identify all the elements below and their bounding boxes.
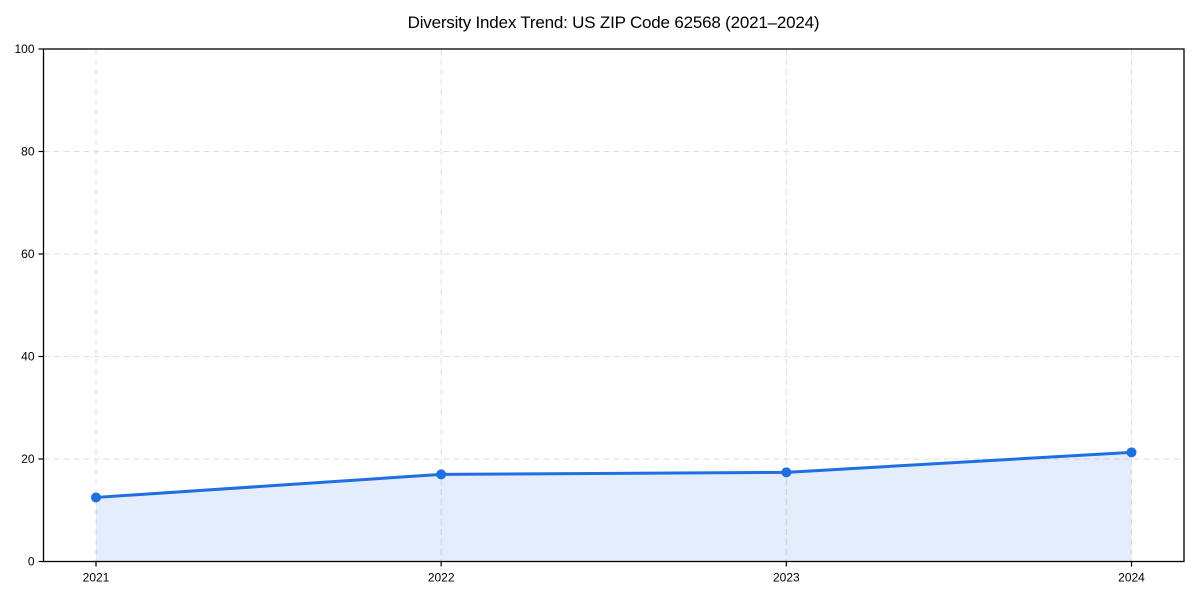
y-tick-label: 20 xyxy=(21,452,35,466)
y-tick-label: 40 xyxy=(21,350,35,364)
y-tick-label: 0 xyxy=(28,555,35,569)
x-tick-label: 2023 xyxy=(773,571,800,585)
y-tick-label: 100 xyxy=(14,42,34,56)
data-point-marker xyxy=(436,469,447,480)
area-fill xyxy=(96,452,1132,562)
trend-line xyxy=(94,450,1133,499)
chart-title: Diversity Index Trend: US ZIP Code 62568… xyxy=(407,13,820,32)
y-tick-label: 60 xyxy=(21,247,35,261)
x-tick-label: 2022 xyxy=(428,571,455,585)
y-tick-label: 80 xyxy=(21,145,35,159)
data-point-marker xyxy=(91,492,101,503)
data-point-marker xyxy=(781,467,792,478)
axis-frame xyxy=(42,48,1185,563)
data-point-marker xyxy=(1126,447,1137,458)
x-tick-label: 2024 xyxy=(1118,571,1145,585)
x-tick-label: 2021 xyxy=(83,571,110,585)
